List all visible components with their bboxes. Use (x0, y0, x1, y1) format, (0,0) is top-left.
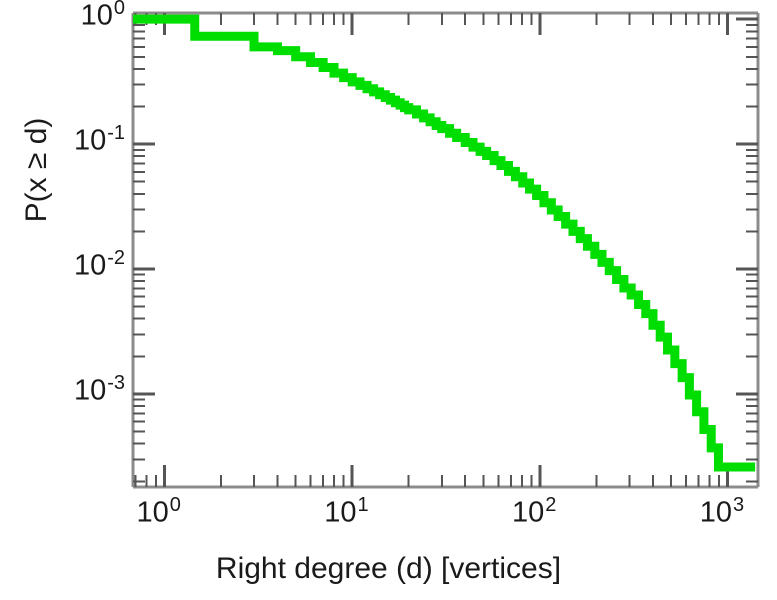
x-tick-label-0: 100 (136, 494, 181, 529)
y-axis-title: P(x ≥ d) (20, 117, 53, 223)
axis-ticks (133, 13, 758, 487)
x-tick-label-3: 103 (699, 494, 745, 529)
axes-frame (131, 11, 760, 489)
y-axis-title-wrapper: P(x ≥ d) (20, 40, 60, 300)
y-tick-label-1: 10-1 (73, 122, 125, 157)
x-tick-label-1: 101 (324, 494, 369, 529)
y-tick-label-0: 100 (80, 0, 125, 32)
x-tick-label-2: 102 (511, 494, 557, 529)
series-line-0 (133, 14, 756, 472)
data-series (133, 14, 756, 472)
x-axis-title: Right degree (d) [vertices] (215, 552, 562, 585)
y-tick-label-2: 10-2 (73, 247, 125, 282)
y-tick-label-3: 10-3 (73, 371, 125, 407)
